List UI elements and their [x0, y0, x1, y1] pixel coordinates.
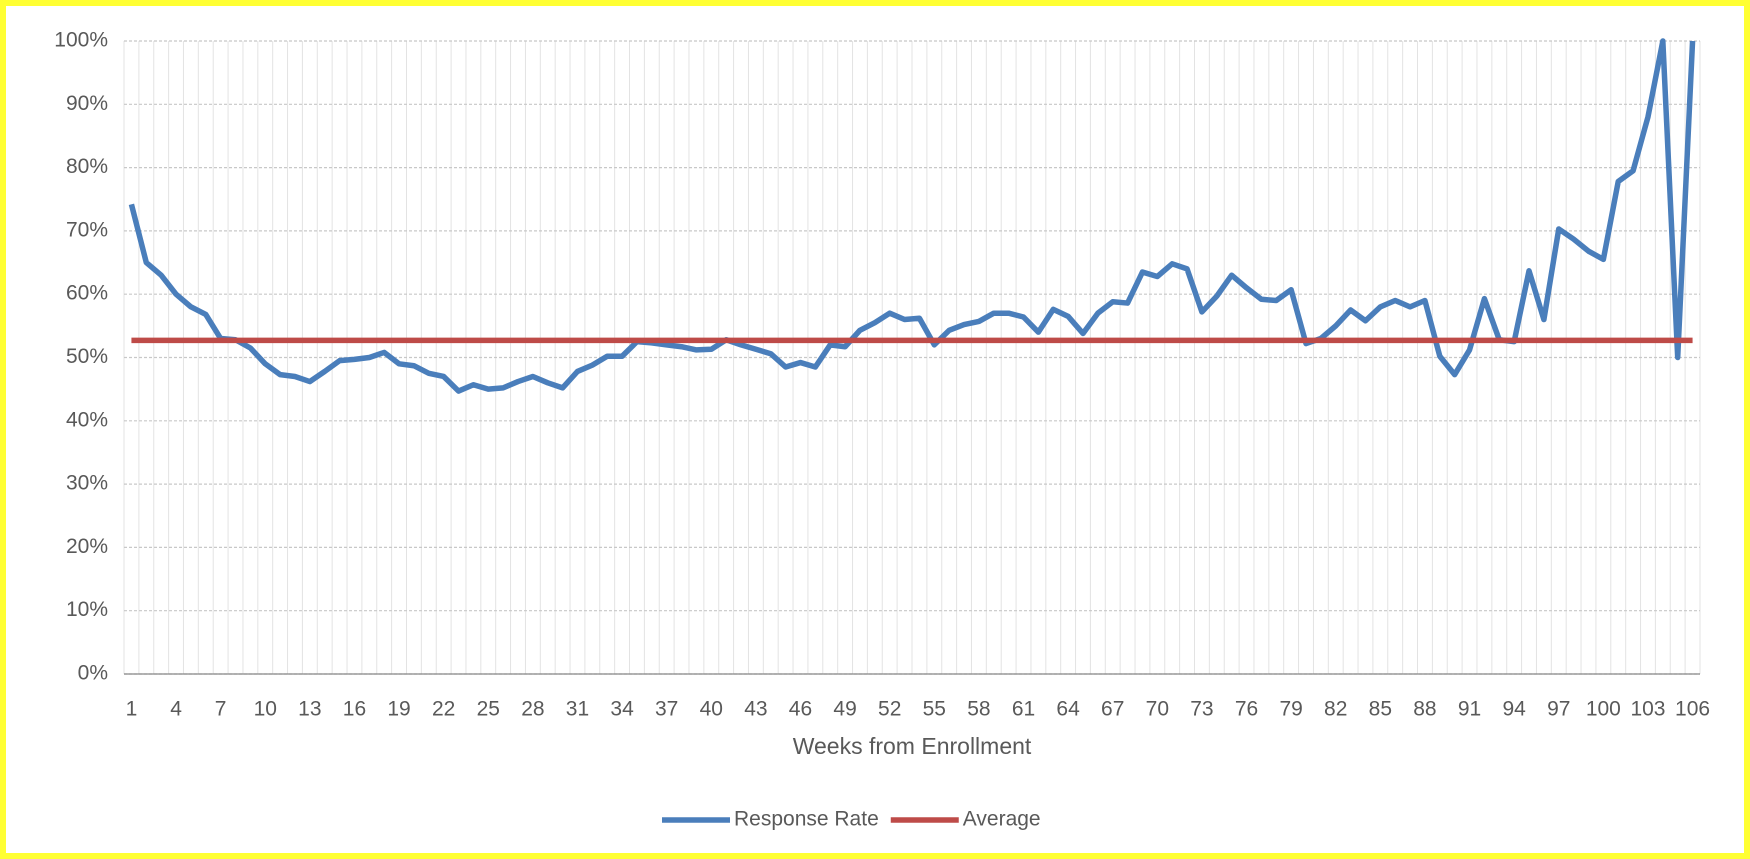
legend-label: Response Rate	[734, 808, 879, 831]
x-tick-label: 31	[566, 698, 589, 721]
x-tick-label: 28	[521, 698, 544, 721]
y-tick-label: 100%	[54, 29, 108, 52]
x-axis-title: Weeks from Enrollment	[793, 733, 1032, 759]
x-tick-label: 100	[1586, 698, 1621, 721]
y-tick-label: 80%	[66, 155, 108, 178]
x-tick-label: 85	[1369, 698, 1392, 721]
x-tick-label: 55	[923, 698, 946, 721]
x-tick-label: 49	[833, 698, 856, 721]
x-tick-label: 106	[1675, 698, 1710, 721]
y-tick-label: 0%	[78, 662, 108, 685]
x-tick-label: 16	[343, 698, 366, 721]
series-line	[128, 38, 1696, 394]
x-tick-label: 40	[700, 698, 723, 721]
y-tick-label: 10%	[66, 598, 108, 621]
x-tick-label: 10	[254, 698, 277, 721]
x-tick-label: 7	[215, 698, 227, 721]
x-tick-label: 97	[1547, 698, 1570, 721]
x-tick-label: 91	[1458, 698, 1481, 721]
x-tick-label: 73	[1190, 698, 1213, 721]
x-tick-label: 70	[1146, 698, 1169, 721]
x-tick-label: 13	[298, 698, 321, 721]
x-tick-label: 37	[655, 698, 678, 721]
y-tick-label: 60%	[66, 282, 108, 305]
y-tick-label: 70%	[66, 218, 108, 241]
x-tick-label: 34	[610, 698, 634, 721]
y-tick-label: 50%	[66, 345, 108, 368]
x-tick-label: 88	[1413, 698, 1436, 721]
x-tick-label: 4	[170, 698, 182, 721]
x-tick-label: 25	[477, 698, 500, 721]
y-tick-label: 90%	[66, 92, 108, 115]
legend-label: Average	[963, 808, 1041, 831]
y-tick-label: 30%	[66, 472, 108, 495]
x-tick-label: 61	[1012, 698, 1035, 721]
y-tick-label: 40%	[66, 408, 108, 431]
x-tick-label: 19	[387, 698, 410, 721]
x-tick-label: 43	[744, 698, 767, 721]
x-tick-label: 58	[967, 698, 990, 721]
x-tick-label: 76	[1235, 698, 1258, 721]
x-tick-label: 22	[432, 698, 455, 721]
x-tick-label: 103	[1630, 698, 1665, 721]
x-tick-label: 46	[789, 698, 812, 721]
x-tick-label: 1	[126, 698, 138, 721]
x-tick-label: 52	[878, 698, 901, 721]
y-tick-label: 20%	[66, 535, 108, 558]
x-tick-label: 64	[1056, 698, 1080, 721]
x-tick-label: 79	[1279, 698, 1302, 721]
x-tick-label: 82	[1324, 698, 1347, 721]
x-tick-label: 94	[1502, 698, 1526, 721]
x-tick-label: 67	[1101, 698, 1124, 721]
